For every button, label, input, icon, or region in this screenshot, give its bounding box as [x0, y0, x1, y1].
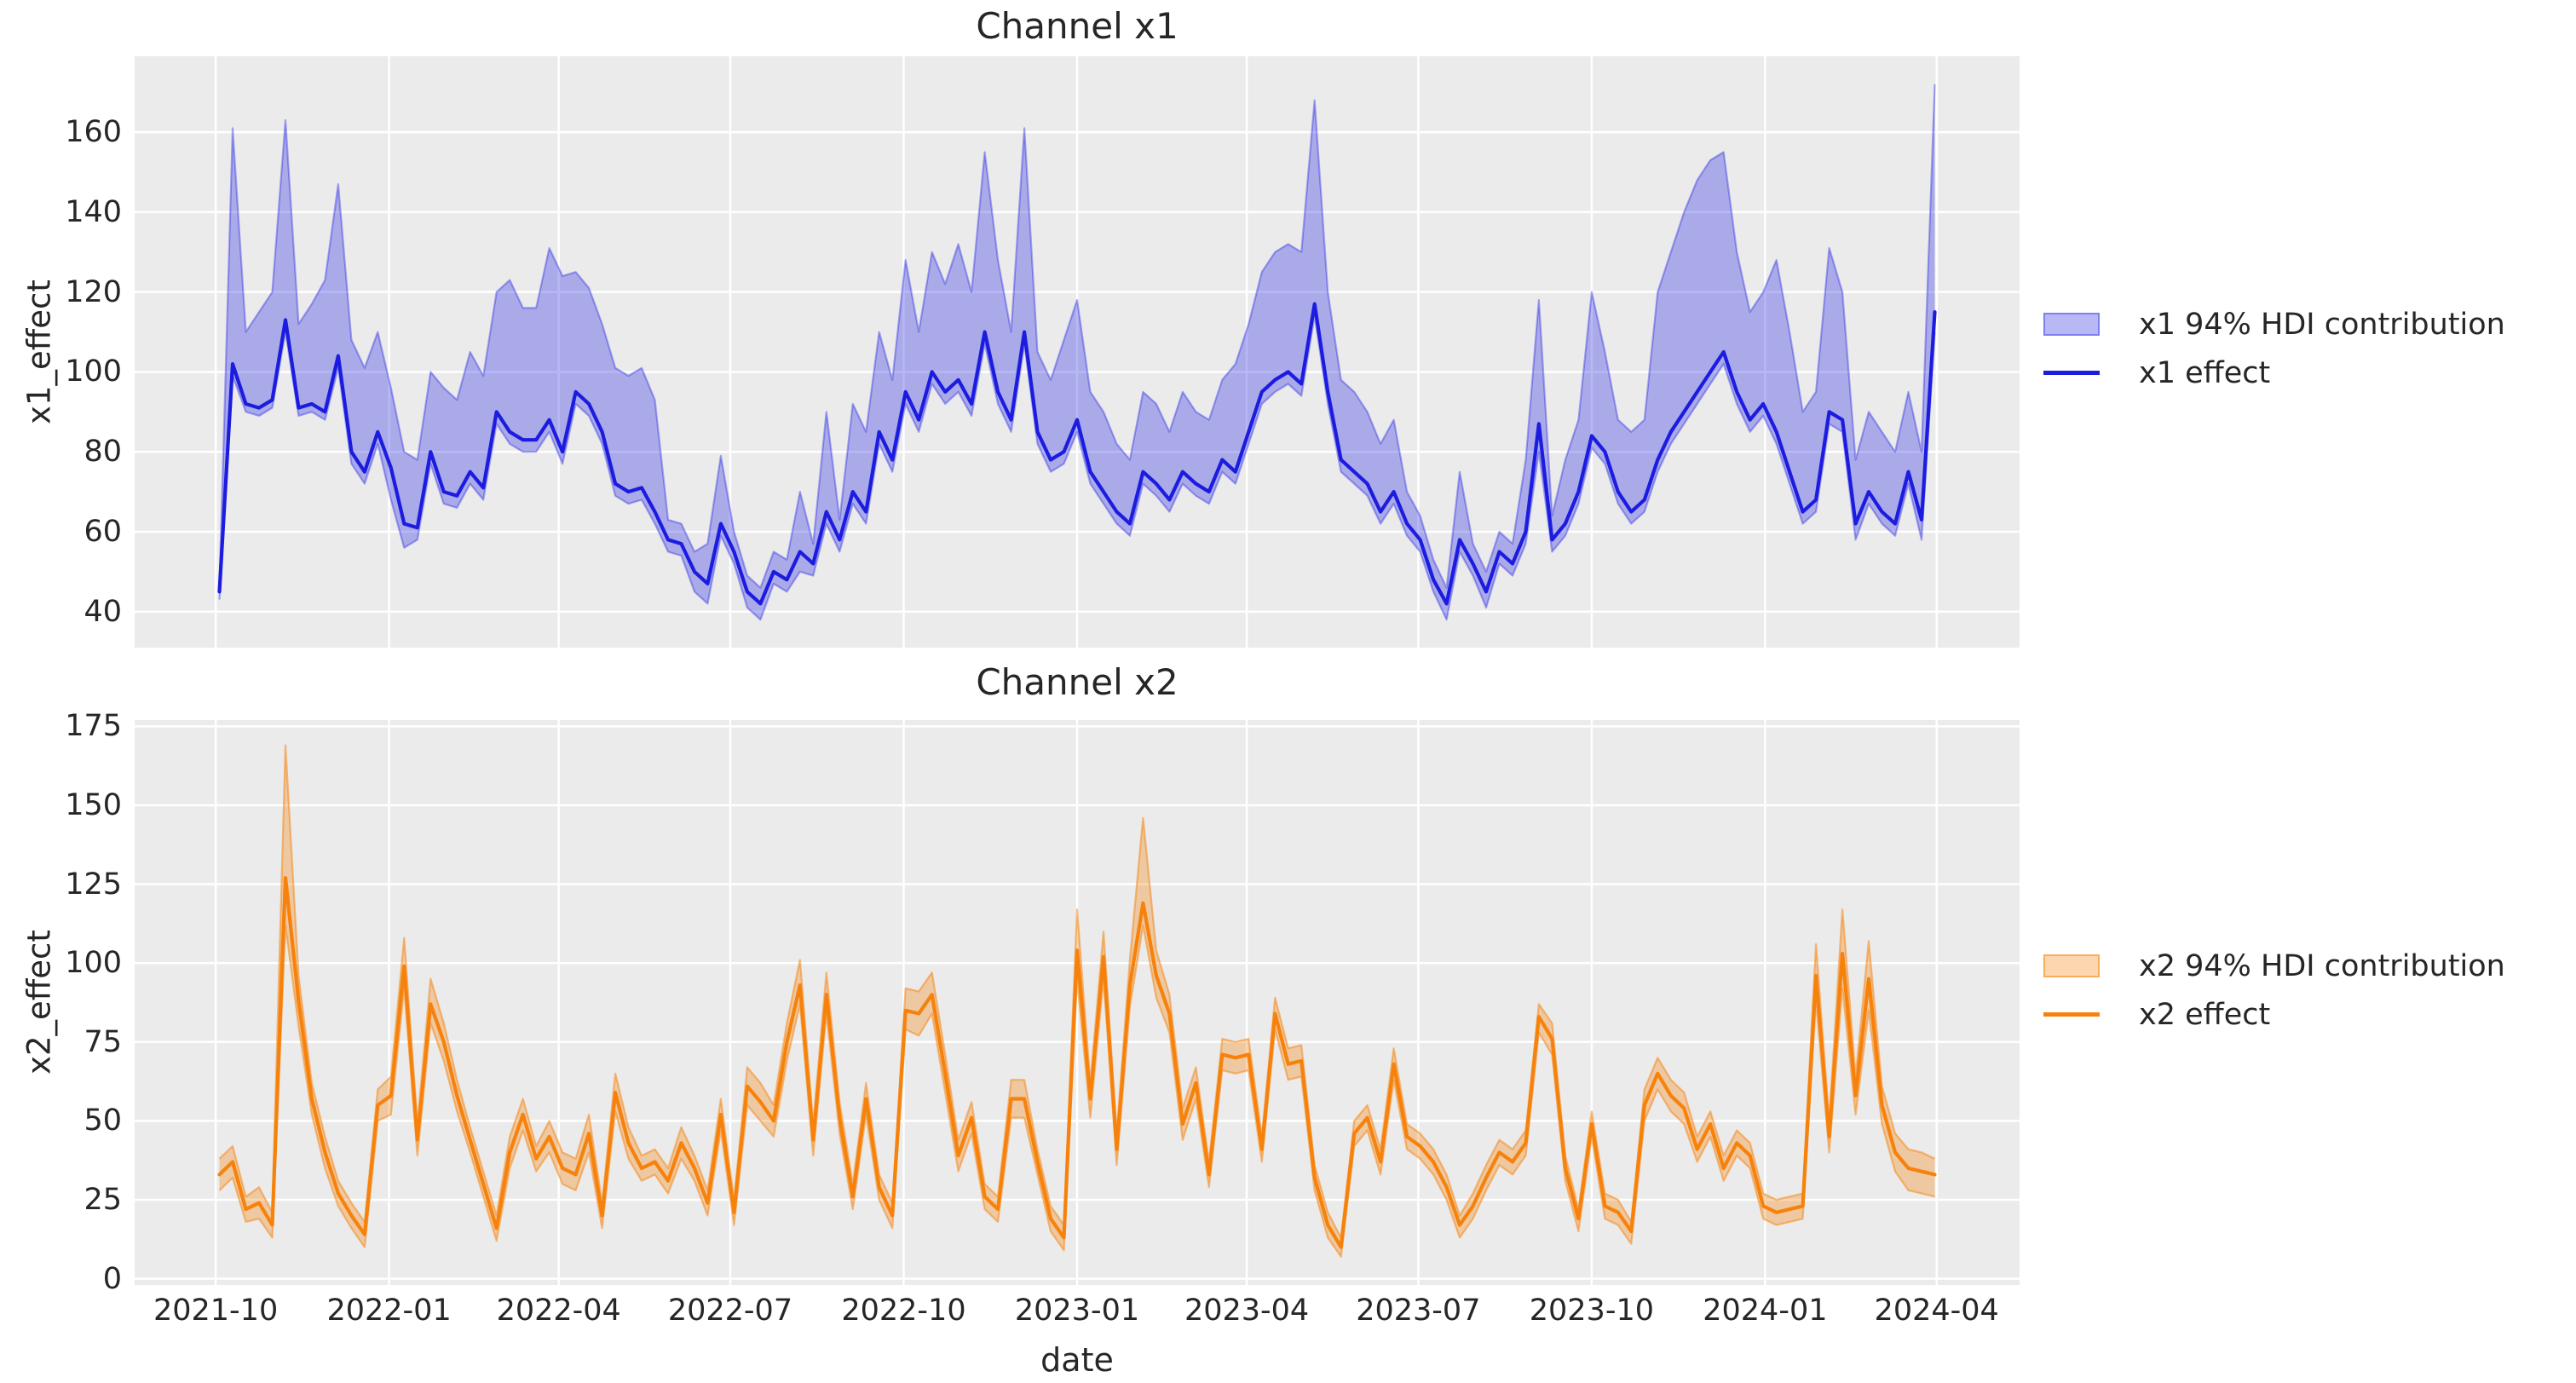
effect-line-x2 — [217, 876, 1937, 1249]
hdi-band-x1 — [219, 84, 1935, 620]
x-tick-label: 2023-10 — [1529, 1294, 1654, 1328]
hdi-band-swatch-x1 — [2043, 313, 2100, 336]
x-tick-label: 2022-10 — [841, 1294, 966, 1328]
x-tick-label: 2024-01 — [1703, 1294, 1828, 1328]
y-tick-label: 40 — [84, 594, 122, 629]
legend-label-x1-hdi: x1 94% HDI contribution — [2139, 307, 2505, 342]
y-tick-label: 120 — [65, 274, 122, 309]
y-tick-label: 140 — [65, 194, 122, 229]
effect-line-x1 — [217, 302, 1937, 606]
y-tick-label: 50 — [84, 1104, 122, 1138]
y-tick-label: 25 — [84, 1182, 122, 1217]
hdi-band-lower-edge — [218, 314, 1936, 621]
hdi-band-upper-edge — [218, 84, 1936, 589]
legend-item-x1-hdi: x1 94% HDI contribution — [2043, 300, 2505, 349]
hdi-band-swatch-x2 — [2043, 954, 2100, 977]
x-tick-label: 2022-01 — [326, 1294, 452, 1328]
legend-x1: x1 94% HDI contribution x1 effect — [2043, 300, 2505, 397]
y-tick-label: 75 — [84, 1024, 122, 1059]
chart-title-x2: Channel x2 — [976, 661, 1179, 703]
x-tick-label: 2023-07 — [1356, 1294, 1481, 1328]
plot-area-x1 — [135, 56, 2020, 648]
y-tick-label: 80 — [84, 435, 122, 470]
legend-item-x2-hdi: x2 94% HDI contribution — [2043, 942, 2505, 990]
effect-line-swatch-x1 — [2043, 371, 2100, 375]
y-tick-label: 160 — [65, 115, 122, 150]
y-tick-label: 150 — [65, 788, 122, 822]
y-tick-label: 100 — [65, 354, 122, 389]
y-tick-label: 100 — [65, 946, 122, 981]
gridlines — [135, 56, 2020, 648]
x-tick-label: 2022-04 — [496, 1294, 621, 1328]
x-tick-label: 2022-07 — [667, 1294, 793, 1328]
legend-label-x2-effect: x2 effect — [2139, 997, 2271, 1032]
x-tick-label: 2021-10 — [153, 1294, 279, 1328]
y-tick-label: 125 — [65, 867, 122, 902]
gridlines — [135, 720, 2020, 1285]
chart-title-x1: Channel x1 — [976, 5, 1179, 47]
plot-area-x2 — [135, 720, 2020, 1285]
x-tick-label: 2024-04 — [1874, 1294, 1999, 1328]
legend-x2: x2 94% HDI contribution x2 effect — [2043, 942, 2505, 1039]
x-tick-label: 2023-01 — [1014, 1294, 1140, 1328]
y-tick-label: 0 — [102, 1261, 122, 1296]
x-tick-label: 2023-04 — [1184, 1294, 1310, 1328]
legend-label-x2-hdi: x2 94% HDI contribution — [2139, 948, 2505, 983]
legend-item-x2-effect: x2 effect — [2043, 990, 2505, 1039]
x-axis-label: date — [1040, 1341, 1114, 1379]
legend-label-x1-effect: x1 effect — [2139, 355, 2271, 390]
hdi-band-upper-edge — [218, 744, 1935, 1239]
legend-item-x1-effect: x1 effect — [2043, 349, 2505, 397]
y-tick-label: 60 — [84, 515, 122, 549]
y-tick-label: 175 — [65, 709, 122, 744]
effect-line-swatch-x2 — [2043, 1012, 2100, 1017]
